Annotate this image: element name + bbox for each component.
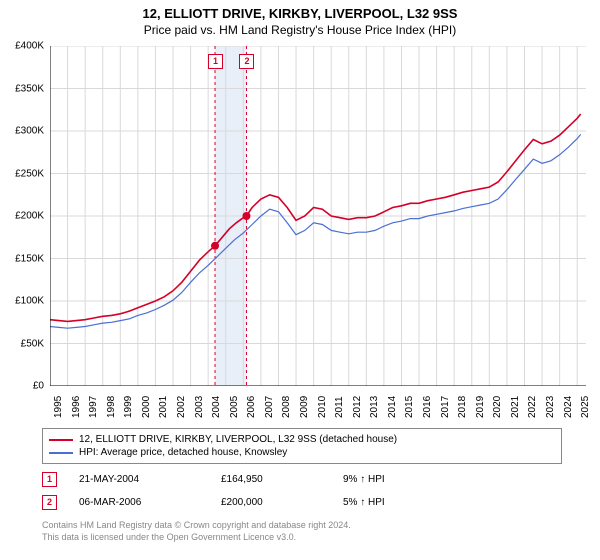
x-tick-label: 1998 <box>106 396 117 418</box>
y-tick-label: £100K <box>15 296 44 307</box>
legend-label: 12, ELLIOTT DRIVE, KIRKBY, LIVERPOOL, L3… <box>79 434 397 445</box>
x-tick-label: 2018 <box>457 396 468 418</box>
table-row: 2 06-MAR-2006 £200,000 5% ↑ HPI <box>42 491 562 514</box>
transaction-date: 06-MAR-2006 <box>79 497 199 508</box>
x-tick-label: 2016 <box>422 396 433 418</box>
x-tick-label: 2013 <box>369 396 380 418</box>
x-tick-label: 2001 <box>158 396 169 418</box>
x-tick-label: 1997 <box>88 396 99 418</box>
x-tick-label: 2002 <box>176 396 187 418</box>
x-tick-label: 2015 <box>404 396 415 418</box>
transaction-delta: 5% ↑ HPI <box>343 497 443 508</box>
y-tick-label: £0 <box>33 381 44 392</box>
legend-item: HPI: Average price, detached house, Know… <box>49 446 555 459</box>
x-tick-label: 2011 <box>334 396 345 418</box>
chart-marker-label: 1 <box>208 54 223 69</box>
y-tick-label: £400K <box>15 41 44 52</box>
x-tick-label: 2012 <box>352 396 363 418</box>
x-tick-label: 2022 <box>527 396 538 418</box>
legend-label: HPI: Average price, detached house, Know… <box>79 447 287 458</box>
x-axis-labels: 1995 1996 1997 1998 1999 2000 2001 2002 2003 2004… <box>50 388 586 428</box>
x-tick-label: 2014 <box>387 396 398 418</box>
transaction-marker: 1 <box>42 472 57 487</box>
chart-plot-area: 12 <box>50 46 586 386</box>
x-tick-label: 2024 <box>563 396 574 418</box>
x-tick-label: 2017 <box>440 396 451 418</box>
x-tick-label: 2000 <box>141 396 152 418</box>
x-tick-label: 2023 <box>545 396 556 418</box>
chart-subtitle: Price paid vs. HM Land Registry's House … <box>0 21 600 37</box>
x-tick-label: 2010 <box>317 396 328 418</box>
legend-swatch <box>49 439 73 441</box>
y-tick-label: £150K <box>15 253 44 264</box>
table-row: 1 21-MAY-2004 £164,950 9% ↑ HPI <box>42 468 562 491</box>
y-tick-label: £200K <box>15 211 44 222</box>
transaction-price: £200,000 <box>221 497 321 508</box>
footer-attribution: Contains HM Land Registry data © Crown c… <box>42 520 562 543</box>
chart-marker-label: 2 <box>239 54 254 69</box>
footer-line: This data is licensed under the Open Gov… <box>42 532 562 544</box>
y-tick-label: £250K <box>15 168 44 179</box>
x-tick-label: 2019 <box>475 396 486 418</box>
x-tick-label: 2006 <box>246 396 257 418</box>
transaction-table: 1 21-MAY-2004 £164,950 9% ↑ HPI 2 06-MAR… <box>42 468 562 514</box>
y-tick-label: £300K <box>15 126 44 137</box>
x-tick-label: 2005 <box>229 396 240 418</box>
x-tick-label: 2021 <box>510 396 521 418</box>
footer-line: Contains HM Land Registry data © Crown c… <box>42 520 562 532</box>
x-tick-label: 2007 <box>264 396 275 418</box>
transaction-date: 21-MAY-2004 <box>79 474 199 485</box>
legend-item: 12, ELLIOTT DRIVE, KIRKBY, LIVERPOOL, L3… <box>49 433 555 446</box>
x-tick-label: 1999 <box>123 396 134 418</box>
y-axis-labels: £0£50K£100K£150K£200K£250K£300K£350K£400… <box>0 46 48 386</box>
transaction-delta: 9% ↑ HPI <box>343 474 443 485</box>
x-tick-label: 2020 <box>492 396 503 418</box>
y-tick-label: £350K <box>15 83 44 94</box>
x-tick-label: 1995 <box>53 396 64 418</box>
x-tick-label: 2003 <box>194 396 205 418</box>
transaction-price: £164,950 <box>221 474 321 485</box>
legend-swatch <box>49 452 73 454</box>
x-tick-label: 2025 <box>580 396 591 418</box>
x-tick-label: 2008 <box>281 396 292 418</box>
legend: 12, ELLIOTT DRIVE, KIRKBY, LIVERPOOL, L3… <box>42 428 562 464</box>
x-tick-label: 2004 <box>211 396 222 418</box>
y-tick-label: £50K <box>21 338 44 349</box>
x-tick-label: 1996 <box>71 396 82 418</box>
transaction-marker: 2 <box>42 495 57 510</box>
chart-title: 12, ELLIOTT DRIVE, KIRKBY, LIVERPOOL, L3… <box>0 0 600 21</box>
x-tick-label: 2009 <box>299 396 310 418</box>
